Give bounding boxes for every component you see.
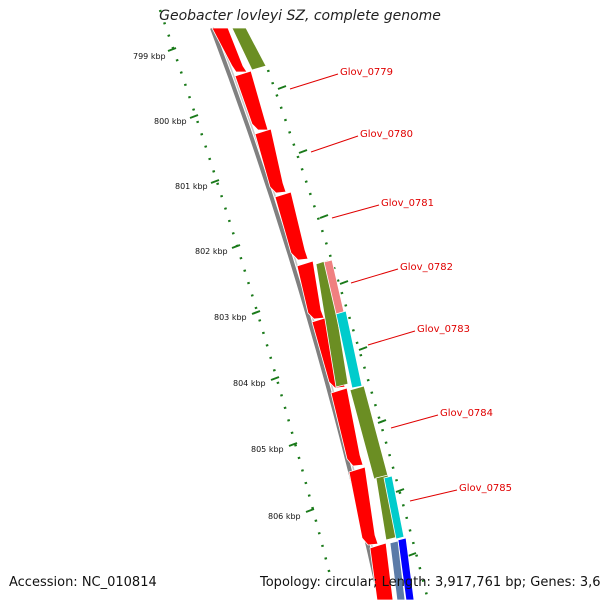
feature-cyan-0785 (383, 475, 405, 540)
feature-blue-track (389, 537, 415, 600)
outer-tick (407, 552, 417, 557)
gene-label-glov-0785[interactable]: Glov_0785 (459, 483, 512, 494)
leader-line-0780 (310, 135, 359, 153)
scale-track-inner (158, 9, 332, 576)
outer-tick (298, 149, 308, 154)
cds-arrow-glov-0785 (348, 466, 379, 546)
tick-mark-801 (210, 179, 220, 184)
tick-mark-804 (270, 376, 280, 381)
outer-tick (358, 346, 368, 351)
topology-summary: Topology: circular; Length: 3,917,761 bp… (260, 575, 600, 590)
feature-olive-top (231, 27, 267, 71)
gene-label-glov-0780[interactable]: Glov_0780 (360, 129, 413, 140)
tick-label-805: 805 kbp (251, 445, 284, 454)
tick-mark-802 (231, 244, 241, 249)
feature-cyan-track (335, 310, 405, 540)
feature-steel-bottom (389, 540, 406, 600)
tick-label-799: 799 kbp (133, 52, 166, 61)
tick-mark-803 (251, 310, 261, 315)
cds-forward-track (211, 27, 394, 600)
gene-label-glov-0782[interactable]: Glov_0782 (400, 262, 453, 273)
tick-label-804: 804 kbp (233, 379, 266, 388)
cds-arrow-glov-0781b (274, 191, 309, 261)
feature-olive-0782 (315, 259, 349, 388)
tick-mark-799 (167, 47, 177, 52)
gene-leader-lines (289, 73, 458, 502)
tick-mark-805 (288, 442, 298, 447)
leader-line-0783 (367, 330, 416, 346)
cds-arrow-glov-0781a (254, 128, 287, 194)
cds-arrow-next (369, 542, 394, 600)
leader-line-0781 (331, 204, 380, 219)
tick-group: 799 kbp 800 kbp 801 kbp 802 kbp 803 kbp … (133, 47, 315, 521)
leader-line-0779 (289, 73, 339, 90)
genome-title: Geobacter lovleyi SZ, complete genome (159, 8, 441, 24)
tick-label-803: 803 kbp (214, 313, 247, 322)
gene-label-glov-0781[interactable]: Glov_0781 (381, 198, 434, 209)
leader-line-0784 (390, 414, 439, 429)
accession-label: Accession: NC_010814 (9, 575, 157, 590)
gene-label-glov-0779[interactable]: Glov_0779 (340, 67, 393, 78)
feature-cyan-0783 (335, 310, 363, 389)
gene-label-group: Glov_0779 Glov_0780 Glov_0781 Glov_0782 … (340, 67, 512, 494)
cds-arrow-glov-0784 (330, 387, 364, 467)
tick-mark-806 (305, 508, 315, 513)
outer-tick (377, 419, 387, 424)
leader-line-0785 (409, 489, 458, 502)
tick-label-800: 800 kbp (154, 117, 187, 126)
outer-tick (339, 280, 349, 285)
gene-label-glov-0784[interactable]: Glov_0784 (440, 408, 493, 419)
outer-tick (319, 214, 329, 219)
outer-tick (277, 85, 287, 90)
leader-line-0782 (350, 268, 399, 284)
outer-tick-group (277, 85, 417, 557)
outer-tick (395, 488, 405, 493)
gene-label-glov-0783[interactable]: Glov_0783 (417, 324, 470, 335)
tick-label-806: 806 kbp (268, 512, 301, 521)
feature-blue-bottom (397, 537, 415, 600)
tick-mark-800 (189, 114, 199, 119)
tick-label-802: 802 kbp (195, 247, 228, 256)
tick-label-801: 801 kbp (175, 182, 208, 191)
